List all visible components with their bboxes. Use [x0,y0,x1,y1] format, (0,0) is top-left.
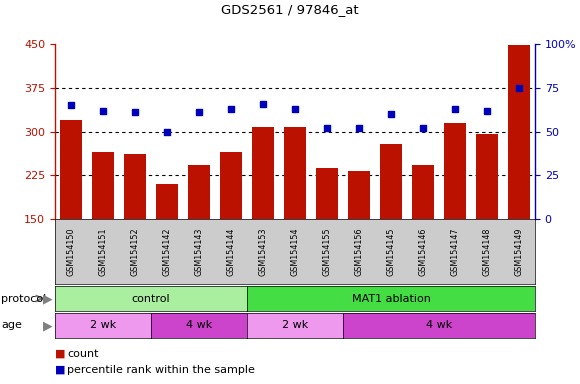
Point [386,111,396,117]
Text: 4 wk: 4 wk [186,321,212,331]
Bar [188,166,210,219]
Point [258,101,267,107]
Point [450,106,459,112]
Bar [124,154,146,219]
Text: GSM154149: GSM154149 [514,227,524,276]
Text: GSM154148: GSM154148 [483,227,491,276]
Bar [92,152,114,219]
Bar [444,123,466,219]
Text: GSM154147: GSM154147 [451,227,459,276]
Point [226,106,235,112]
Bar [284,127,306,219]
Bar [508,45,530,219]
Bar [348,171,370,219]
Point [514,85,524,91]
Text: ■: ■ [55,365,66,375]
Text: GSM154144: GSM154144 [227,227,235,276]
Text: ▶: ▶ [43,319,53,332]
Point [66,102,75,108]
Point [162,128,172,134]
Text: GSM154145: GSM154145 [386,227,396,276]
Bar [476,134,498,219]
Text: GSM154146: GSM154146 [419,227,427,276]
Text: 4 wk: 4 wk [426,321,452,331]
Bar [380,144,402,219]
Text: control: control [132,293,171,303]
Bar [220,152,242,219]
Text: GSM154143: GSM154143 [194,227,204,276]
Text: GDS2561 / 97846_at: GDS2561 / 97846_at [221,3,359,16]
Point [483,108,492,114]
Text: GSM154152: GSM154152 [130,227,140,276]
Text: protocol: protocol [1,293,46,303]
Point [322,125,332,131]
Text: 2 wk: 2 wk [90,321,116,331]
Point [130,109,140,115]
Text: count: count [67,349,99,359]
Point [354,125,364,131]
Point [418,125,427,131]
Bar [316,168,338,219]
Text: MAT1 ablation: MAT1 ablation [351,293,430,303]
Point [99,108,108,114]
Point [291,106,300,112]
Bar [412,166,434,219]
Text: GSM154150: GSM154150 [67,227,75,276]
Point [194,109,204,115]
Text: 2 wk: 2 wk [282,321,308,331]
Bar [156,184,178,219]
Bar [60,120,82,219]
Text: GSM154151: GSM154151 [99,227,107,276]
Bar [252,127,274,219]
Text: ▶: ▶ [43,292,53,305]
Text: percentile rank within the sample: percentile rank within the sample [67,365,255,375]
Text: age: age [1,321,22,331]
Text: ■: ■ [55,349,66,359]
Text: GSM154156: GSM154156 [354,227,364,276]
Text: GSM154142: GSM154142 [162,227,172,276]
Text: GSM154155: GSM154155 [322,227,332,276]
Text: GSM154153: GSM154153 [259,227,267,276]
Text: GSM154154: GSM154154 [291,227,299,276]
